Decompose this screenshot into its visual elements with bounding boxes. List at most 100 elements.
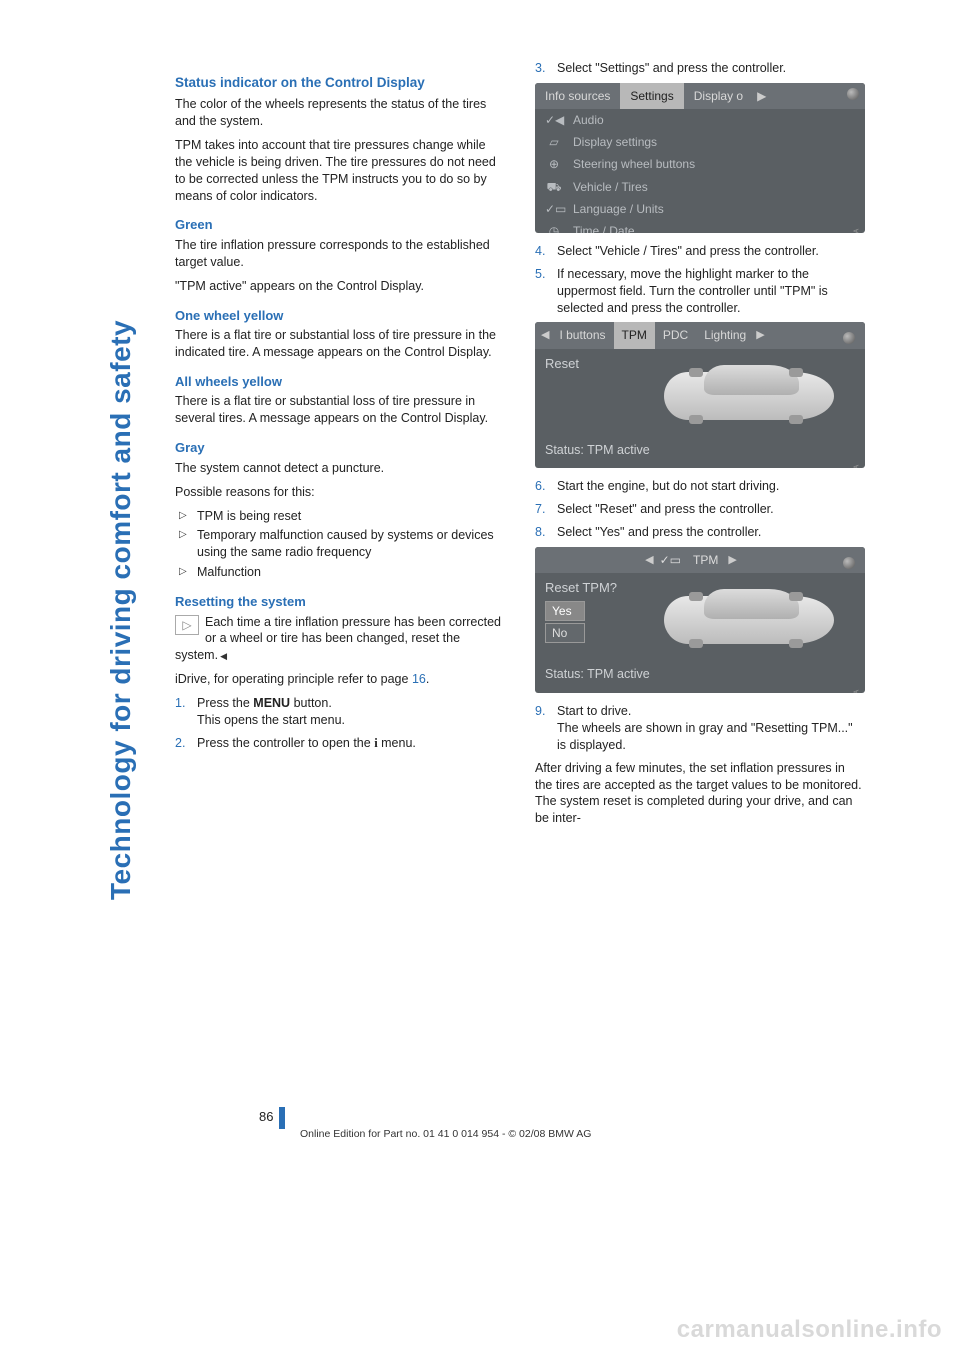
text: This opens the start menu. <box>197 713 345 727</box>
list-item: TPM is being reset <box>175 508 505 525</box>
label: Language / Units <box>573 201 664 217</box>
para: There is a flat tire or substantial loss… <box>175 393 505 427</box>
step-4: 4.Select "Vehicle / Tires" and press the… <box>535 243 865 260</box>
content-columns: Status indicator on the Control Display … <box>175 60 920 834</box>
step-7: 7.Select "Reset" and press the controlle… <box>535 501 865 518</box>
idrive-ref: iDrive, for operating principle refer to… <box>175 671 505 688</box>
list-item: Temporary malfunction caused by systems … <box>175 527 505 561</box>
scroll-left-icon[interactable]: ◀ <box>539 328 551 343</box>
step-2: 2. Press the controller to open the i me… <box>175 735 505 752</box>
scroll-right-icon[interactable]: ▶ <box>754 328 766 343</box>
tab-info-sources[interactable]: Info sources <box>535 83 620 109</box>
step-8: 8.Select "Yes" and press the controller. <box>535 524 865 541</box>
steps-list-left: 1. Press the MENU button. This opens the… <box>175 695 505 752</box>
steps-list-right-1: 3.Select "Settings" and press the contro… <box>535 60 865 77</box>
label: Audio <box>573 112 604 128</box>
language-icon: ✓▭ <box>545 201 563 217</box>
para: There is a flat tire or substantial loss… <box>175 327 505 361</box>
steps-list-right-2: 4.Select "Vehicle / Tires" and press the… <box>535 243 865 317</box>
menu-display-settings[interactable]: ▱ Display settings <box>535 131 865 153</box>
vehicle-icon: ⛟ <box>545 179 563 195</box>
tpm-tab-bar: ◀ I buttons TPM PDC Lighting ▶ <box>535 322 865 348</box>
list-item: Malfunction <box>175 564 505 581</box>
step-5: 5.If necessary, move the highlight marke… <box>535 266 865 317</box>
scroll-right-icon[interactable]: ▶ <box>753 83 770 109</box>
note-paragraph: ▷ Each time a tire inflation pressure ha… <box>175 614 505 665</box>
step-6: 6.Start the engine, but do not start dri… <box>535 478 865 495</box>
para-after: After driving a few minutes, the set inf… <box>535 760 865 828</box>
car-diagram <box>649 581 849 659</box>
tab-i-buttons[interactable]: I buttons <box>551 322 613 348</box>
para: "TPM active" appears on the Control Disp… <box>175 278 505 295</box>
heading-one-wheel-yellow: One wheel yellow <box>175 307 505 325</box>
menu-language-units[interactable]: ✓▭ Language / Units <box>535 198 865 220</box>
text: . <box>426 672 429 686</box>
steering-icon: ⊕ <box>545 156 563 172</box>
footer-copyright: Online Edition for Part no. 01 41 0 014 … <box>300 1128 591 1140</box>
menu-button-label: MENU <box>253 696 290 710</box>
text: Select "Vehicle / Tires" and press the c… <box>557 244 819 258</box>
text: Press the <box>197 696 253 710</box>
screenshot-settings-menu: Info sources Settings Display o ▶ ✓◀ Audi… <box>535 83 865 233</box>
text: iDrive, for operating principle refer to… <box>175 672 412 686</box>
para: Possible reasons for this: <box>175 484 505 501</box>
controller-dot-icon <box>847 88 859 100</box>
menu-steering-wheel[interactable]: ⊕ Steering wheel buttons <box>535 153 865 175</box>
page-number-bar <box>279 1107 285 1129</box>
para: The tire inflation pressure corresponds … <box>175 237 505 271</box>
display-icon: ▱ <box>545 134 563 150</box>
heading-all-wheels-yellow: All wheels yellow <box>175 373 505 391</box>
tab-display[interactable]: Display o <box>684 83 753 109</box>
label: Steering wheel buttons <box>573 156 695 172</box>
text: The wheels are shown in gray and "Resett… <box>557 721 853 752</box>
menu-vehicle-tires[interactable]: ⛟ Vehicle / Tires <box>535 176 865 198</box>
tab-pdc[interactable]: PDC <box>655 322 696 348</box>
yes-option[interactable]: Yes <box>545 601 585 621</box>
tab-lighting[interactable]: Lighting <box>696 322 754 348</box>
right-column: 3.Select "Settings" and press the contro… <box>535 60 865 834</box>
watermark: carmanualsonline.info <box>677 1316 942 1344</box>
clock-icon: ◷ <box>545 223 563 233</box>
para: The system cannot detect a puncture. <box>175 460 505 477</box>
text: Start to drive. <box>557 704 631 718</box>
text: menu. <box>378 736 416 750</box>
label: Time / Date <box>573 223 635 233</box>
heading-green: Green <box>175 216 505 234</box>
step-9: 9. Start to drive. The wheels are shown … <box>535 703 865 754</box>
tpm-header: ◀ ✓▭ TPM ▶ <box>535 547 865 573</box>
para: TPM takes into account that tire pressur… <box>175 137 505 205</box>
status-line: Status: TPM active <box>545 666 650 683</box>
tpm-body: Reset Status: TPM active <box>535 349 865 465</box>
no-option[interactable]: No <box>545 623 585 643</box>
text: Select "Settings" and press the controll… <box>557 61 786 75</box>
text: button. <box>290 696 332 710</box>
page-link[interactable]: 16 <box>412 672 426 686</box>
gray-reasons-list: TPM is being reset Temporary malfunction… <box>175 508 505 582</box>
chapter-title: Technology for driving comfort and safet… <box>105 320 137 900</box>
text: If necessary, move the highlight marker … <box>557 267 828 315</box>
label: Display settings <box>573 134 657 150</box>
tpm-body: Reset TPM? Yes No Status: TPM active <box>535 573 865 689</box>
scroll-right-icon[interactable]: ▶ <box>726 553 738 568</box>
label: Vehicle / Tires <box>573 179 648 195</box>
tab-settings[interactable]: Settings <box>620 83 683 109</box>
scroll-left-icon[interactable]: ◀ <box>643 553 655 568</box>
audio-icon: ✓◀ <box>545 112 563 128</box>
image-ref: US00250EVA <box>853 464 862 468</box>
tab-tpm[interactable]: TPM <box>614 322 655 348</box>
image-ref: US00160EVA <box>853 689 862 693</box>
image-ref: US00156EVA <box>853 229 862 233</box>
screenshot-tpm-reset: ◀ I buttons TPM PDC Lighting ▶ Reset Sta… <box>535 322 865 468</box>
text: Press the controller to open the <box>197 736 374 750</box>
para: The color of the wheels represents the s… <box>175 96 505 130</box>
menu-audio[interactable]: ✓◀ Audio <box>535 109 865 131</box>
note-text: Each time a tire inflation pressure has … <box>175 615 501 663</box>
note-icon: ▷ <box>175 615 199 635</box>
page-number: 86 <box>259 1109 273 1124</box>
menu-time-date[interactable]: ◷ Time / Date <box>535 220 865 233</box>
heading-status-indicator: Status indicator on the Control Display <box>175 74 505 92</box>
text: Start the engine, but do not start drivi… <box>557 479 779 493</box>
controller-dot-icon <box>843 332 855 344</box>
tab-bar: Info sources Settings Display o ▶ <box>535 83 865 109</box>
heading-resetting: Resetting the system <box>175 593 505 611</box>
